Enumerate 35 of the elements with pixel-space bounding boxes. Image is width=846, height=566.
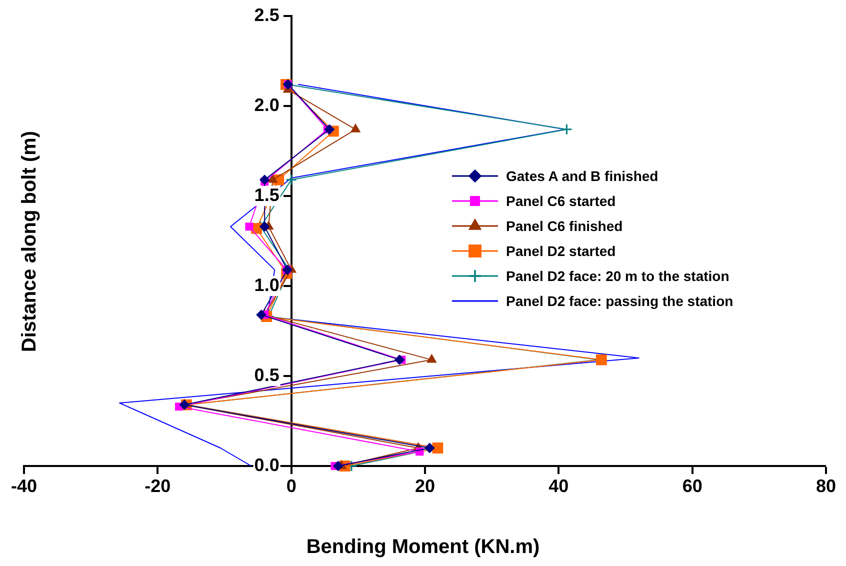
- legend-label: Panel C6 finished: [506, 218, 623, 234]
- point: [394, 354, 405, 365]
- point: [256, 310, 266, 320]
- x-axis-title: Bending Moment (KN.m): [305, 536, 541, 559]
- legend-label: Panel D2 face: 20 m to the station: [506, 268, 730, 284]
- point: [424, 443, 435, 453]
- y-axis-title: Distance along bolt (m): [18, 130, 42, 354]
- point: [426, 354, 437, 363]
- x-tick-label: 60: [682, 476, 702, 496]
- point: [324, 124, 334, 134]
- point: [260, 174, 270, 185]
- x-tick-label: 40: [548, 476, 569, 496]
- y-tick-label: 2.0: [254, 94, 280, 115]
- legend-label: Panel D2 started: [506, 242, 616, 258]
- point: [333, 461, 344, 471]
- x-tick-label: -20: [144, 476, 171, 496]
- x-tick-label: -40: [10, 476, 38, 496]
- point: [268, 174, 278, 183]
- legend-label: Panel D2 face: passing the station: [506, 292, 734, 308]
- x-tick-label: 0: [286, 476, 296, 496]
- y-tick-label: 1.5: [254, 184, 280, 205]
- point: [560, 124, 572, 136]
- point: [245, 222, 254, 231]
- y-tick-label: 1.0: [254, 274, 280, 295]
- point: [350, 124, 360, 132]
- point: [286, 174, 298, 186]
- x-tick-label: 20: [414, 476, 436, 496]
- y-tick-label: 0.0: [254, 454, 280, 475]
- y-tick-label: 0.5: [254, 364, 280, 385]
- y-tick-label: 2.5: [254, 4, 280, 25]
- x-tick-label: 80: [816, 476, 836, 496]
- legend-label: Gates A and B finished: [506, 168, 658, 184]
- point: [260, 222, 270, 232]
- legend-label: Panel C6 started: [506, 192, 616, 208]
- point: [596, 354, 607, 366]
